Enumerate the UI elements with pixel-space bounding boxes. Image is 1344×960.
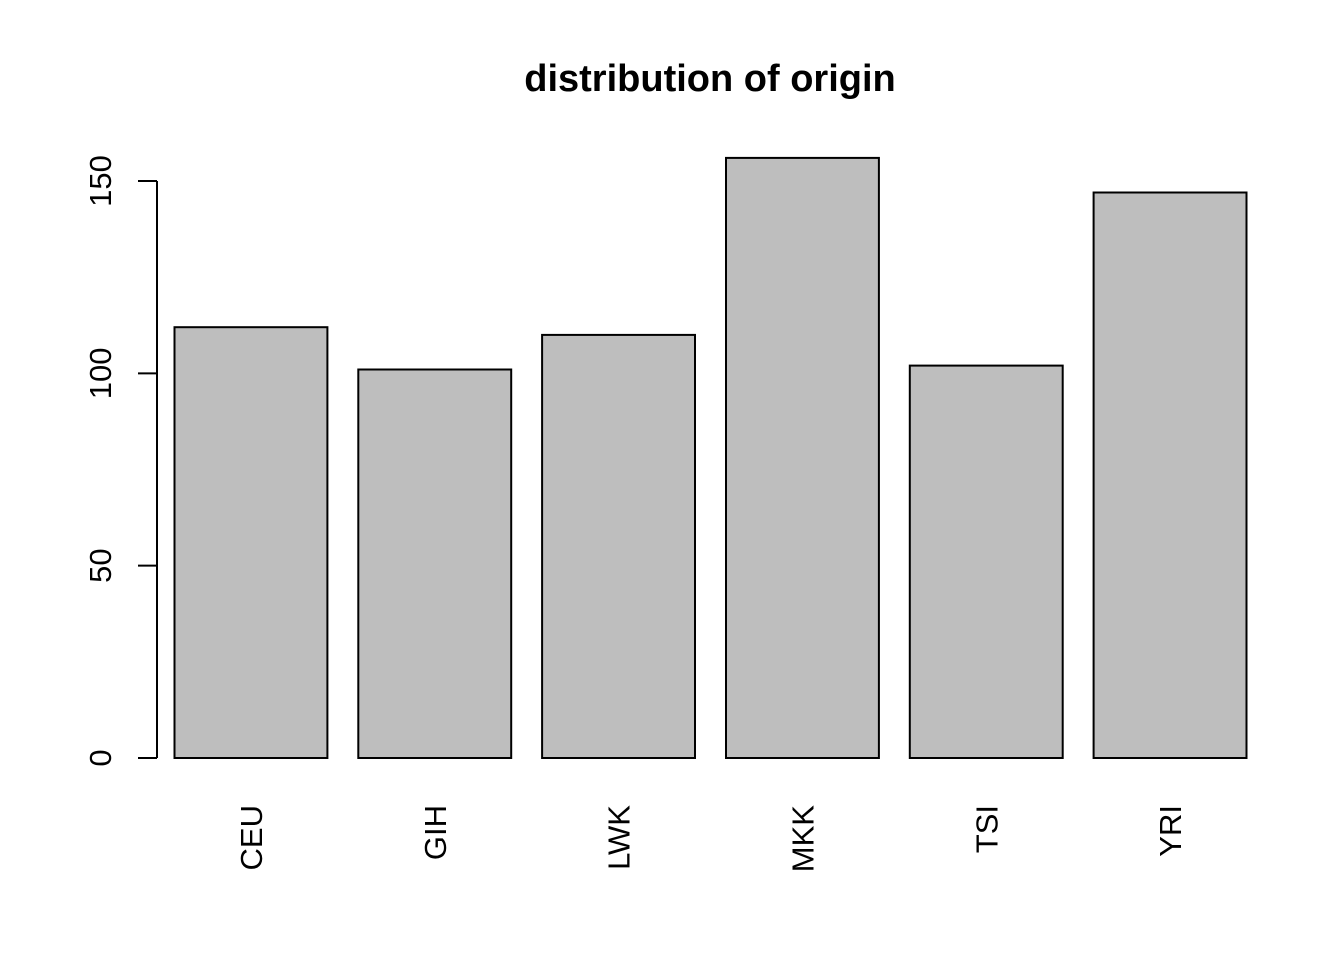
bar-mkk	[725, 156, 880, 759]
x-tick-label: LWK	[602, 805, 637, 870]
y-tick-label: 50	[83, 548, 118, 582]
y-tick-label: 150	[83, 155, 118, 207]
x-tick-label: MKK	[785, 805, 820, 873]
bar-ceu	[173, 326, 329, 759]
x-tick-label: TSI	[969, 805, 1004, 853]
chart-title: distribution of origin	[524, 58, 895, 100]
bar-gih	[357, 368, 513, 759]
y-axis: 0 50 100 150	[83, 155, 158, 767]
x-axis-labels: CEU GIH LWK MKK TSI YRI	[234, 805, 1188, 873]
bars	[173, 156, 1248, 759]
y-tick-label: 100	[83, 347, 118, 399]
y-tick-label: 0	[83, 749, 118, 766]
bar-yri	[1092, 191, 1248, 759]
bar-lwk	[541, 333, 696, 759]
x-tick-label: GIH	[418, 805, 453, 860]
bar-tsi	[908, 364, 1064, 759]
x-tick-label: CEU	[234, 805, 269, 870]
x-tick-label: YRI	[1153, 805, 1188, 857]
